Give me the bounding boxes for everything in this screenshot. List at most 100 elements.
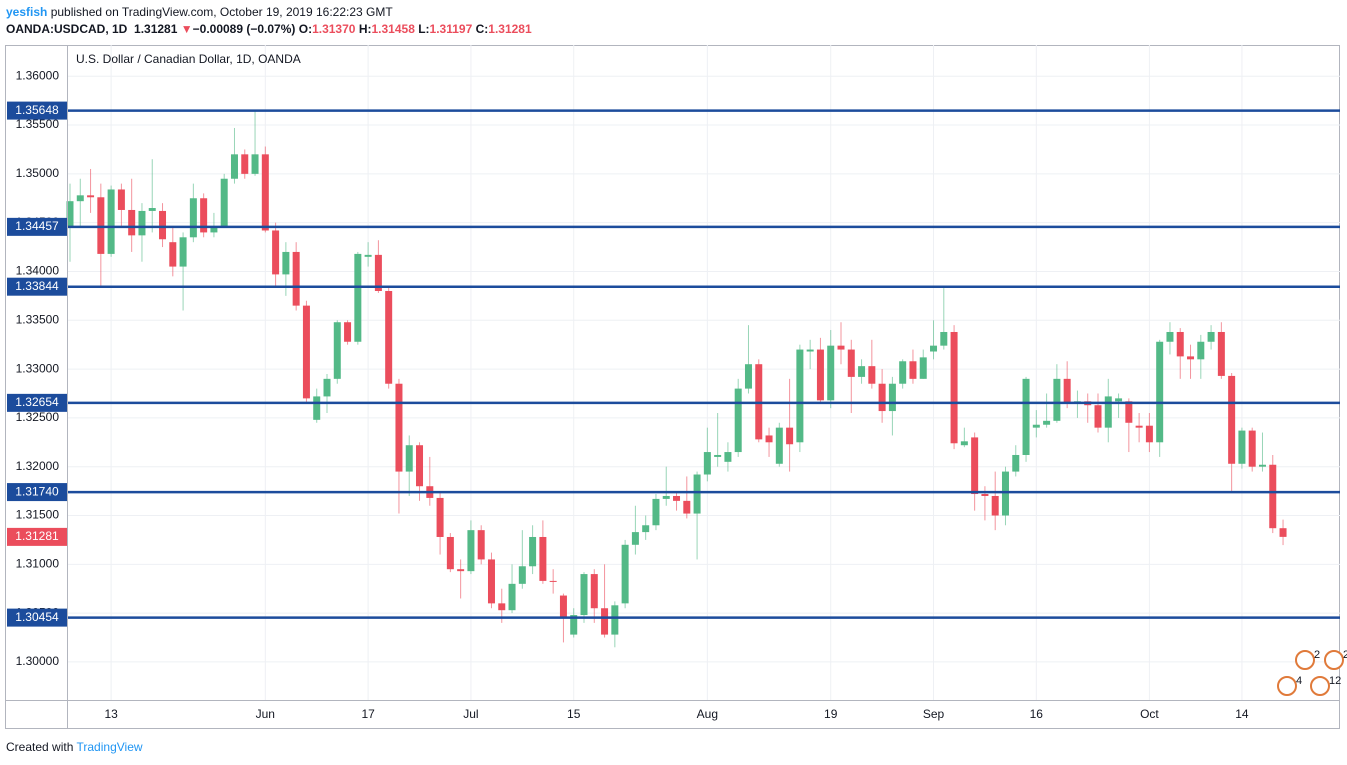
level-label: 1.33844	[15, 279, 59, 293]
candle-body	[323, 378, 331, 397]
candle-body	[734, 388, 742, 453]
event-count: 2	[1314, 649, 1320, 661]
level-tag	[7, 608, 67, 627]
candle-body	[960, 441, 968, 446]
candle-body	[1032, 424, 1040, 428]
author[interactable]: yesfish	[6, 5, 48, 19]
x-tick-label: Jul	[463, 707, 478, 721]
y-tick-label: 1.31500	[16, 508, 60, 522]
candle-body	[374, 254, 382, 291]
candle-body	[385, 290, 393, 384]
candle-body	[693, 474, 701, 514]
chart-frame	[5, 45, 1340, 729]
candle-body	[981, 494, 989, 496]
candle-body	[508, 583, 516, 611]
candle-body	[487, 559, 495, 604]
candle-body	[1217, 331, 1225, 376]
candle-body	[1053, 378, 1061, 421]
candle-body	[76, 195, 84, 202]
candle-body	[200, 198, 208, 233]
ohlc-label: O:	[298, 22, 313, 36]
candle-body	[1104, 396, 1112, 428]
event-icon	[1295, 650, 1315, 670]
candle-body	[601, 608, 609, 635]
x-tick-label: Sep	[923, 707, 945, 721]
created: Created with	[6, 740, 74, 754]
candle-body	[971, 437, 979, 495]
candle-body	[251, 154, 259, 174]
x-tick-label: 15	[567, 707, 581, 721]
candle-body	[159, 210, 167, 240]
candle-body	[559, 595, 567, 619]
event-icon	[1277, 676, 1297, 696]
candle-body	[724, 452, 732, 462]
candle-body	[97, 197, 105, 254]
candle-body	[518, 566, 526, 584]
x-tick-label: Jun	[256, 707, 275, 721]
candle-body	[1228, 375, 1236, 464]
candle-body	[66, 201, 74, 228]
candle-body	[1187, 356, 1195, 360]
ohlc-label: L:	[418, 22, 430, 36]
candle-body	[765, 435, 773, 443]
event-icon	[1310, 676, 1330, 696]
published: published on TradingView.com, October 19…	[50, 5, 393, 19]
candle-body	[220, 178, 228, 228]
candle-body	[683, 500, 691, 514]
candle-body	[529, 536, 537, 567]
candle-body	[1115, 398, 1123, 402]
x-tick-label: Aug	[697, 707, 718, 721]
x-tick-label: 19	[824, 707, 838, 721]
candle-body	[169, 242, 177, 267]
candle-body	[1063, 378, 1071, 404]
candle-body	[446, 536, 454, 570]
chart-title: U.S. Dollar / Canadian Dollar, 1D, OANDA	[76, 52, 301, 66]
x-tick-label: 16	[1030, 707, 1044, 721]
ohlc-value: 1.31281	[488, 22, 532, 36]
candle-body	[302, 305, 310, 399]
candle-body	[796, 349, 804, 443]
candle-body	[272, 230, 280, 275]
y-tick-label: 1.33000	[16, 361, 60, 375]
price: 1.31281	[134, 22, 178, 36]
levels	[67, 109, 1340, 619]
candle-body	[806, 349, 814, 352]
candle-body	[1279, 528, 1287, 537]
brand[interactable]: TradingView	[76, 740, 143, 754]
quote-line: OANDA:USDCAD, 1D 1.31281 ▼−0.00089 (−0.0…	[6, 22, 532, 36]
candle-body	[744, 364, 752, 389]
chart: U.S. Dollar / Canadian Dollar, 1D, OANDA…	[5, 45, 1347, 729]
x-tick-label: 17	[361, 707, 375, 721]
level-label: 1.30454	[15, 610, 59, 624]
level-tag	[7, 217, 67, 236]
candle-body	[395, 383, 403, 472]
candle-body	[580, 574, 588, 616]
publish-line: yesfish published on TradingView.com, Oc…	[6, 5, 393, 19]
candle-body	[1156, 341, 1164, 443]
candle-body	[210, 227, 218, 233]
x-tick-label: Oct	[1140, 707, 1159, 721]
event-count: 12	[1329, 675, 1341, 687]
candle-body	[292, 251, 300, 306]
ohlc-value: 1.31458	[371, 22, 415, 36]
candle-body	[344, 322, 352, 342]
candle-body	[1001, 471, 1009, 516]
candle-body	[87, 195, 95, 198]
ohlc: O:1.31370 H:1.31458 L:1.31197 C:1.31281	[299, 22, 532, 36]
candle-body	[364, 254, 372, 257]
candle-body	[1125, 401, 1133, 423]
candle-body	[816, 349, 824, 401]
candle-body	[313, 396, 321, 420]
symbol: OANDA:USDCAD, 1D	[6, 22, 128, 36]
candle-body	[570, 615, 578, 635]
candle-body	[354, 253, 362, 342]
candle-body	[837, 345, 845, 350]
arrow: ▼	[180, 22, 193, 36]
candle-body	[930, 345, 938, 352]
y-tick-label: 1.31000	[16, 556, 60, 570]
y-tick-label: 1.33500	[16, 312, 60, 326]
candle-body	[1094, 405, 1102, 428]
candle-body	[1145, 425, 1153, 443]
candle-body	[416, 445, 424, 487]
